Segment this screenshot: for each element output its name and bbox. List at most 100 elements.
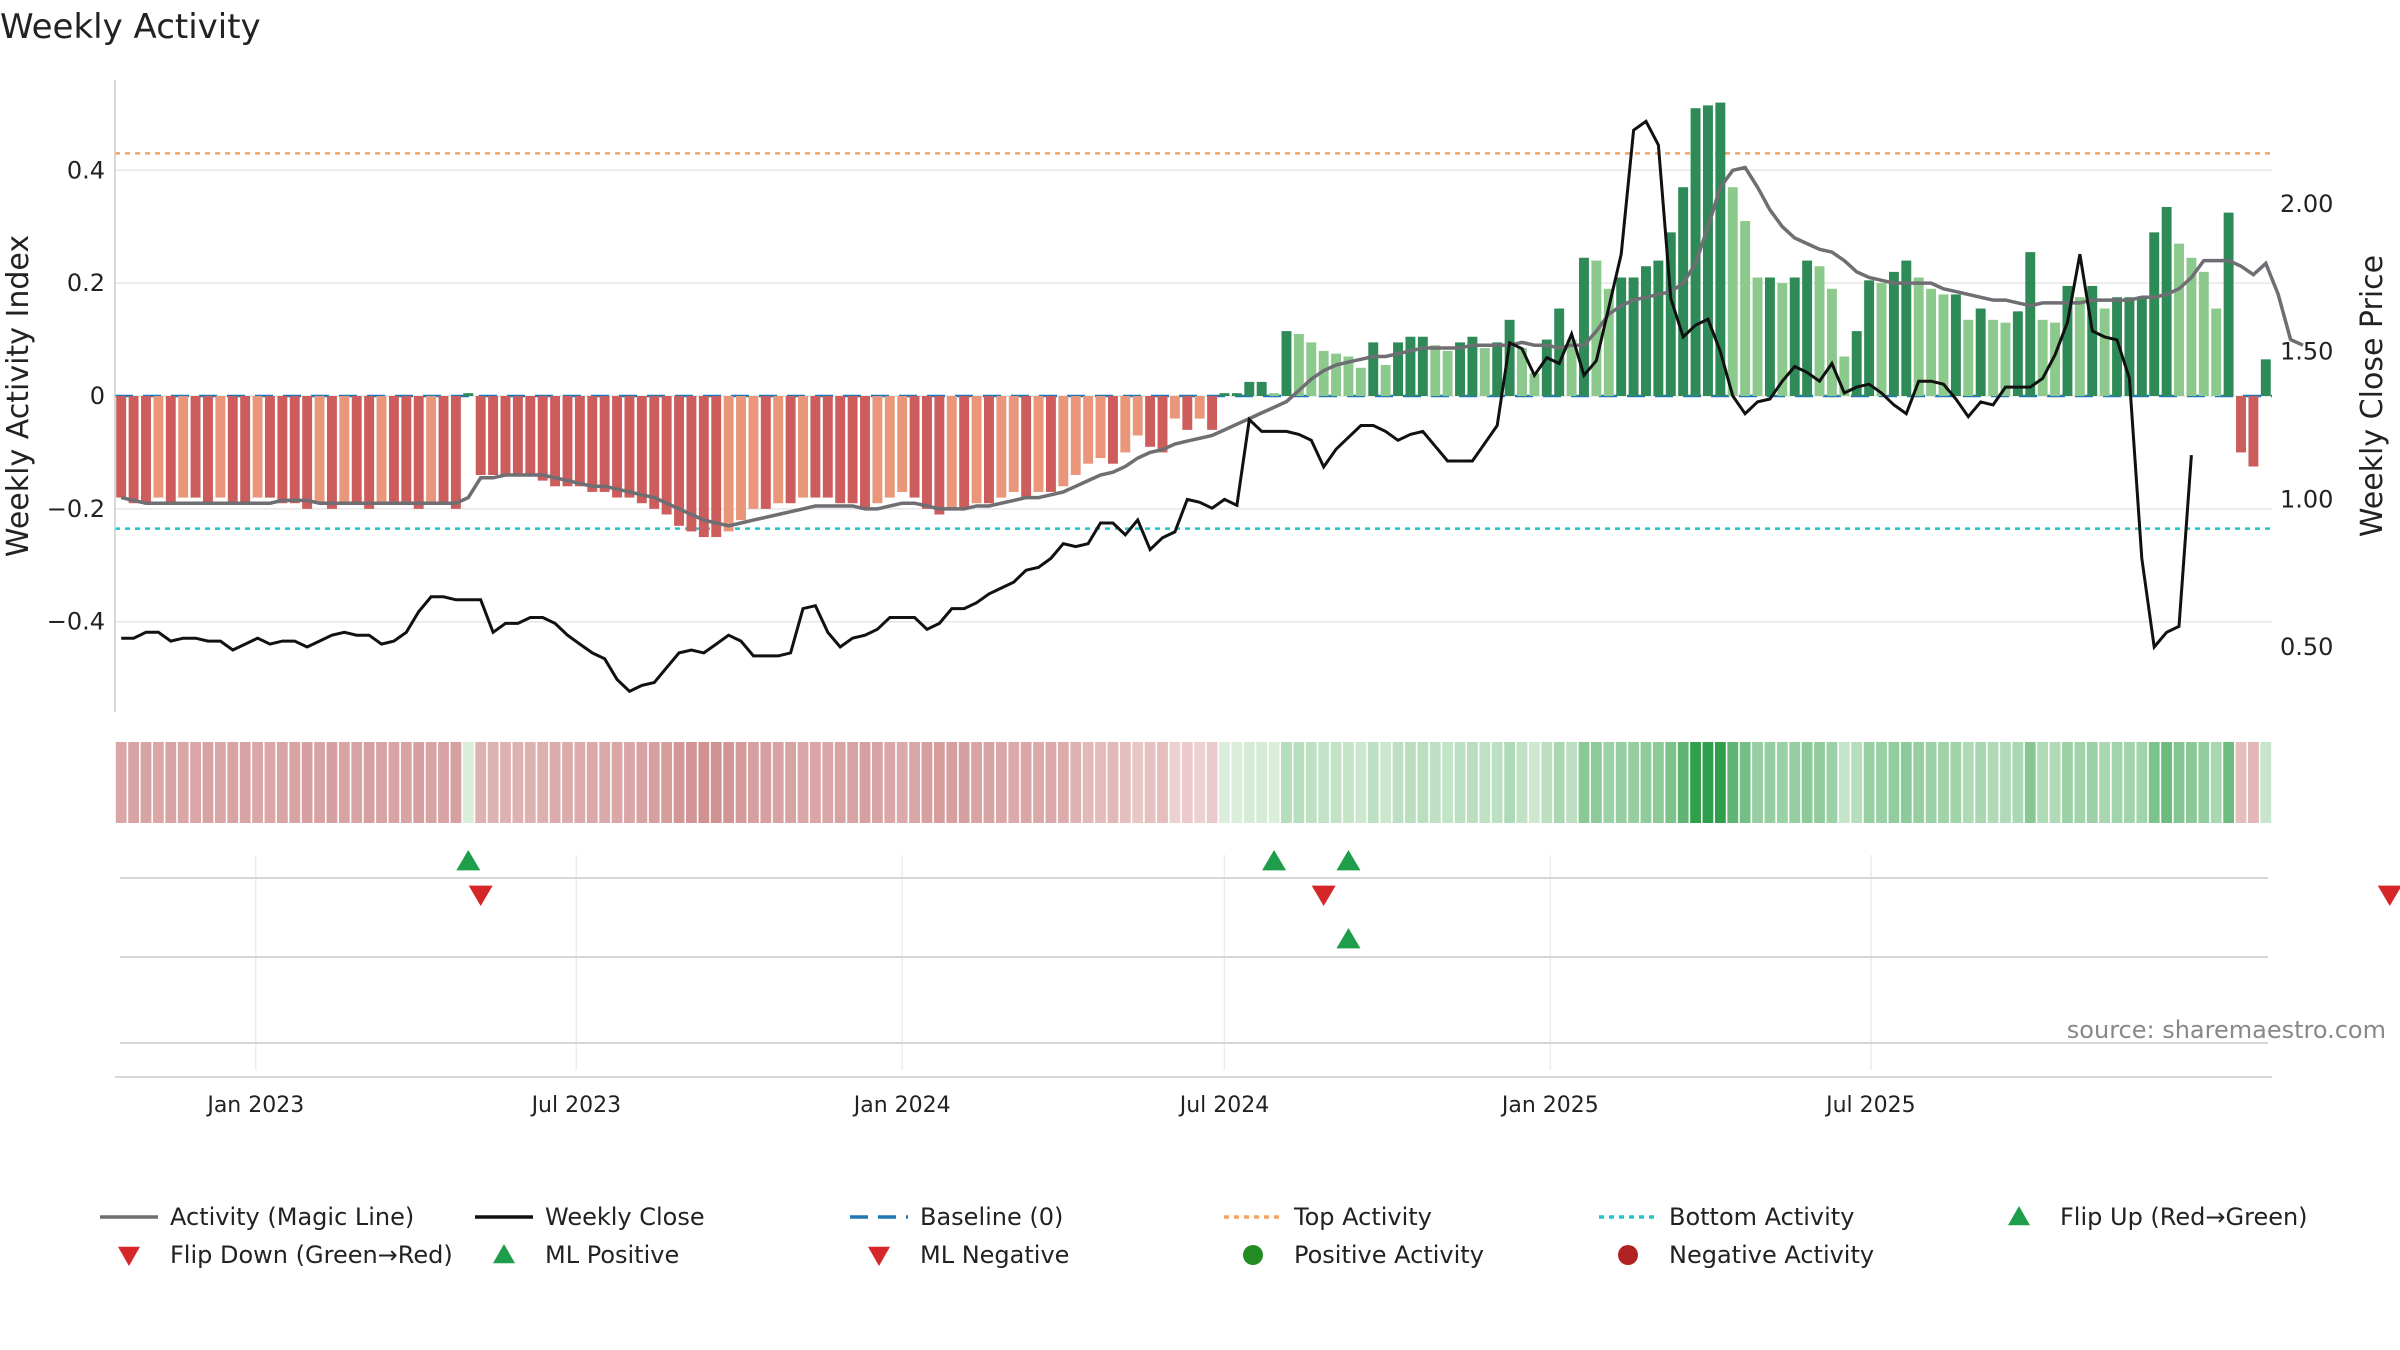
activity-bar <box>1888 271 1899 396</box>
heat-cell <box>450 742 462 823</box>
activity-bar <box>1653 260 1664 396</box>
y-left-tick-label: 0.2 <box>67 269 105 297</box>
legend-label-posact: Positive Activity <box>1294 1241 1484 1269</box>
activity-bar <box>748 396 759 509</box>
activity-bar <box>1492 342 1503 396</box>
heat-cell <box>723 742 735 823</box>
activity-bar <box>946 396 957 509</box>
heat-cell <box>611 742 623 823</box>
activity-bar <box>1467 336 1478 396</box>
heat-cell <box>673 742 685 823</box>
heat-cell <box>1491 742 1503 823</box>
activity-bar <box>1727 187 1738 396</box>
activity-bar <box>1603 288 1614 396</box>
activity-bar <box>2074 297 2085 396</box>
activity-bar <box>1579 257 1589 396</box>
activity-bar <box>351 396 362 504</box>
heat-cell <box>351 742 363 823</box>
activity-bar <box>723 396 734 532</box>
x-tick-label: Jan 2025 <box>1500 1093 1599 1118</box>
activity-bar <box>649 396 660 509</box>
activity-bar <box>1678 187 1689 396</box>
activity-bar <box>1504 319 1515 396</box>
activity-bar <box>438 396 449 504</box>
activity-bar <box>1826 288 1837 396</box>
axes: 0.4 0.2 0 −0.2 −0.4 2.00 1.50 1.00 0.50 Weekly Ac… <box>1 80 2390 1118</box>
legend: Activity (Magic Line) Weekly Close Baselin… <box>100 1203 2308 1269</box>
activity-bar <box>1541 339 1552 396</box>
heat-cell <box>1727 742 1739 823</box>
activity-bar <box>909 396 920 498</box>
activity-bar <box>1318 350 1329 396</box>
triangle-up-icon <box>2008 1206 2030 1226</box>
activity-bar <box>612 396 623 498</box>
heat-cell <box>252 742 263 823</box>
heat-cell <box>1219 742 1230 823</box>
activity-bar <box>1430 345 1441 396</box>
activity-bar <box>1641 266 1651 396</box>
legend-label-close: Weekly Close <box>545 1203 705 1231</box>
heat-cell <box>2186 742 2197 823</box>
activity-bar <box>562 396 573 487</box>
activity-bar <box>1368 342 1379 396</box>
triangle-down-icon <box>868 1246 890 1266</box>
heat-cell <box>2037 742 2049 823</box>
heat-cell <box>537 742 549 823</box>
activity-bars <box>116 102 2271 538</box>
activity-bar <box>1740 221 1751 396</box>
activity-bar <box>302 396 313 509</box>
activity-bar <box>1107 396 1118 464</box>
activity-bar <box>488 396 499 475</box>
activity-bar <box>2136 297 2147 396</box>
heat-cell <box>1181 742 1193 823</box>
activity-bar <box>178 396 189 498</box>
heat-cell <box>1107 742 1119 823</box>
activity-bar <box>785 396 796 504</box>
activity-bar <box>1616 277 1627 396</box>
heat-cell <box>1900 742 1912 823</box>
flip-up-marker <box>1336 850 1361 871</box>
flip-up-marker <box>456 850 481 871</box>
heat-cell <box>2086 742 2098 823</box>
heat-cell <box>2024 742 2036 823</box>
y-right-tick-label: 1.50 <box>2280 338 2333 366</box>
heat-cell <box>1070 742 1082 823</box>
activity-bar <box>2223 212 2234 396</box>
activity-bar <box>2248 396 2259 467</box>
heat-cell <box>760 742 772 823</box>
heat-cell <box>1095 742 1106 823</box>
activity-bar <box>599 396 610 492</box>
activity-bar <box>574 396 585 487</box>
activity-bar <box>1194 396 1205 419</box>
activity-bar <box>537 396 548 481</box>
legend-label-magic: Activity (Magic Line) <box>170 1203 414 1231</box>
heat-cell <box>1194 742 1206 823</box>
heat-cell <box>1380 742 1392 823</box>
heat-cell <box>1256 742 1268 823</box>
dot-icon <box>1243 1245 1263 1265</box>
heat-cell <box>2260 742 2272 823</box>
activity-bar <box>1764 277 1775 396</box>
activity-bar <box>1752 277 1763 396</box>
heat-cell <box>1132 742 1144 823</box>
triangle-down-icon <box>118 1246 140 1266</box>
activity-bar <box>2087 285 2098 396</box>
activity-bar <box>2236 396 2246 453</box>
activity-bar <box>1306 342 1317 396</box>
activity-bar <box>1529 373 1540 396</box>
activity-bar <box>1442 350 1453 396</box>
activity-bar <box>376 396 387 504</box>
activity-bar <box>1132 396 1143 436</box>
activity-bar <box>674 396 685 526</box>
activity-bar <box>525 396 536 475</box>
heat-cell <box>1417 742 1429 823</box>
flip-up-marker <box>1262 850 1287 871</box>
dot-icon <box>1618 1245 1638 1265</box>
heat-cell <box>1950 742 1962 823</box>
heat-cell <box>1268 742 1280 823</box>
activity-bar <box>971 396 982 504</box>
heat-cell <box>2198 742 2210 823</box>
heat-cell <box>1119 742 1131 823</box>
activity-bar <box>1417 336 1428 396</box>
heat-cell <box>2248 742 2259 823</box>
